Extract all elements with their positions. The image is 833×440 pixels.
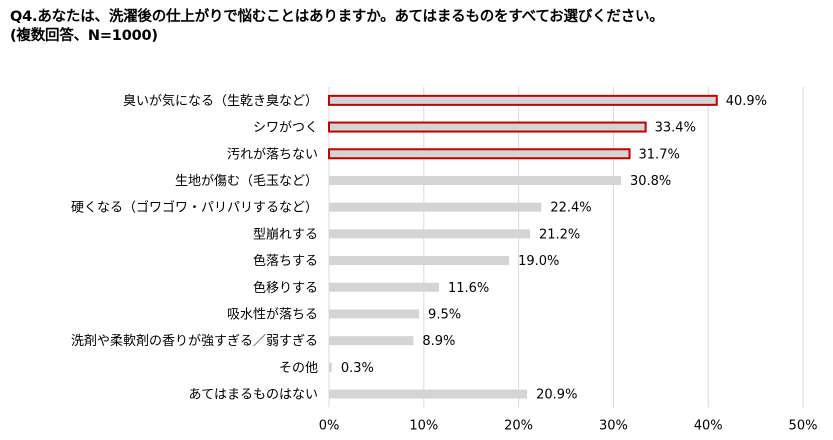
bar	[329, 175, 621, 185]
bar	[329, 362, 332, 372]
category-label: 硬くなる（ゴワゴワ・パリパリするなど）	[71, 200, 318, 216]
value-label: 22.4%	[550, 201, 591, 216]
title-line-1: Q4.あなたは、洗濯後の仕上がりで悩むことはありますか。あてはまるものをすべてお…	[10, 9, 664, 25]
x-tick-label: 50%	[789, 418, 818, 433]
category-label: 色落ちする	[253, 253, 318, 269]
x-tick-label: 30%	[599, 418, 628, 433]
value-label: 8.9%	[422, 334, 455, 349]
category-label: 生地が傷む（毛玉など）	[175, 174, 318, 189]
bar	[329, 389, 528, 399]
category-label: 色移りする	[253, 280, 318, 296]
bar	[328, 148, 631, 160]
bar	[329, 202, 542, 212]
category-label: 洗剤や柔軟剤の香りが強すぎる／弱すぎる	[71, 333, 318, 349]
value-label: 31.7%	[639, 147, 680, 162]
x-tick-label: 40%	[694, 418, 723, 433]
bar	[328, 94, 718, 106]
chart-title: Q4.あなたは、洗濯後の仕上がりで悩むことはありますか。あてはまるものをすべてお…	[10, 8, 825, 46]
title-line-2: (複数回答、N=1000)	[10, 28, 158, 44]
x-tick-label: 20%	[504, 418, 533, 433]
category-label: 汚れが落ちない	[227, 147, 318, 162]
category-label: その他	[279, 361, 318, 376]
bar	[329, 256, 510, 266]
x-tick-label: 10%	[409, 418, 438, 433]
bar	[329, 336, 414, 346]
category-label: 型崩れする	[253, 227, 318, 242]
category-label: 吸水性が落ちる	[227, 307, 318, 322]
value-label: 19.0%	[518, 254, 559, 269]
x-tick-label: 0%	[319, 418, 340, 433]
category-label: 臭いが気になる（生乾き臭など）	[123, 93, 318, 109]
bar	[328, 121, 647, 133]
value-label: 40.9%	[726, 94, 767, 109]
category-label: あてはまるものはない	[189, 388, 318, 403]
bar	[329, 282, 439, 292]
value-label: 33.4%	[655, 121, 696, 136]
value-label: 9.5%	[428, 307, 461, 322]
value-label: 20.9%	[536, 388, 577, 403]
value-label: 11.6%	[448, 281, 489, 296]
bar	[329, 229, 530, 239]
value-label: 0.3%	[341, 361, 374, 376]
value-label: 21.2%	[539, 227, 580, 242]
value-label: 30.8%	[630, 174, 671, 189]
bar	[329, 309, 420, 319]
category-label: シワがつく	[253, 121, 318, 136]
